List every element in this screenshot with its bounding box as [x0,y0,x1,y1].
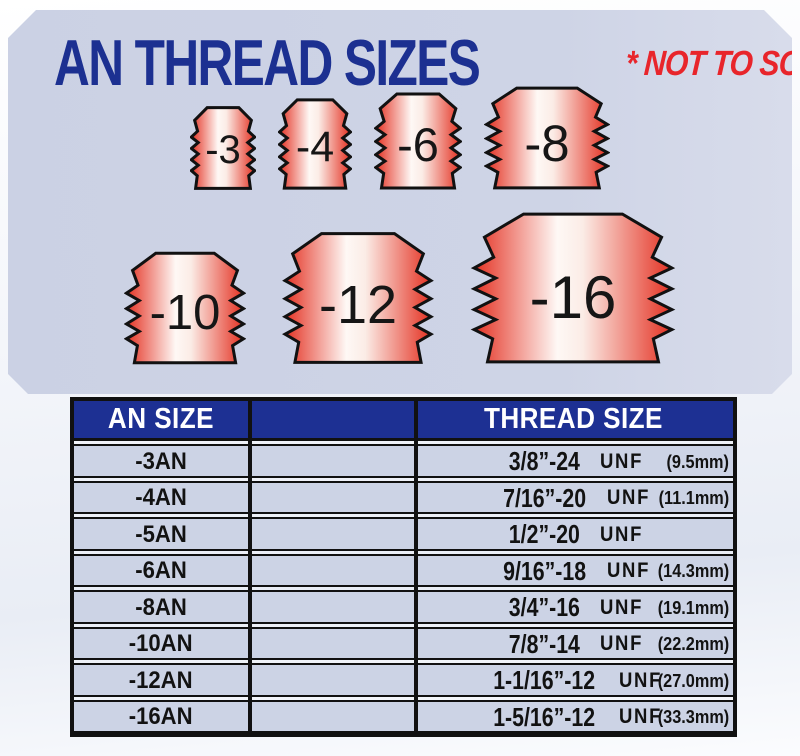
thread-mm-equivalent: (22.2mm) [657,633,729,654]
an-size-cell: -6AN [135,557,187,584]
table-row: -5AN 1/2”-20 UNF [74,517,733,551]
fitting-16: -16 [470,211,676,365]
table-row: -4AN 7/16”-20 UNF (11.1mm) [74,480,733,514]
diagram-panel: AN THREAD SIZES * NOT TO SCALE * -3 -4 -… [8,10,792,394]
table-row: -10AN 7/8”-14 UNF (22.2mm) [74,626,733,660]
an-size-cell: -3AN [135,447,187,475]
table-row: -12AN 1-1/16”-12 UNF (27.0mm) [74,663,733,697]
table-row: -3AN 3/8”-24 UNF (9.5mm) [74,444,733,478]
thread-fitting-icon [484,86,610,190]
thread-standard: UNF [599,522,644,546]
thread-standard: UNF [606,559,651,582]
fitting-10: -10 [124,251,246,365]
thread-standard: UNF [618,668,662,692]
thread-fraction: 1/2”-20 [508,519,580,549]
an-size-cell: -10AN [129,630,193,657]
fitting-label: -16 [529,263,617,331]
an-size-cell: -16AN [129,703,193,730]
thread-standard: UNF [599,449,644,473]
thread-size-cell: 7/16”-20 UNF (11.1mm) [414,483,733,514]
column-header-thread-size: THREAD SIZE [484,403,663,435]
table-column-divider [248,401,252,733]
fitting-8: -8 [484,86,610,190]
thread-fitting-icon [278,98,352,190]
fittings-row-small: -3 -4 -6 -8 [8,86,792,190]
thread-fraction: 1-1/16”-12 [493,665,596,695]
thread-mm-equivalent: (19.1mm) [657,596,729,618]
table-column-divider [414,401,418,733]
fitting-label: -3 [205,128,241,173]
thread-standard: UNF [599,632,644,655]
an-size-cell: -4AN [135,484,187,511]
thread-fraction: 7/8”-14 [508,628,580,659]
spacer-cell [248,556,414,587]
fitting-label: -10 [149,286,221,341]
thread-fitting-icon [124,251,246,365]
thread-fraction: 3/4”-16 [508,592,580,622]
thread-mm-equivalent: (33.3mm) [657,706,729,727]
thread-size-cell: 3/4”-16 UNF (19.1mm) [414,592,733,623]
thread-standard: UNF [618,705,662,728]
column-header-an-size: AN SIZE [107,403,215,435]
thread-size-table: AN SIZE THREAD SIZE -3AN 3/8”-24 UNF (9.… [70,397,737,737]
thread-size-cell: 1-1/16”-12 UNF (27.0mm) [414,665,733,696]
thread-fraction: 9/16”-18 [502,555,586,586]
title-row: AN THREAD SIZES * NOT TO SCALE * [54,28,762,99]
spacer-cell [248,702,414,733]
spacer-cell [248,446,414,477]
fitting-4: -4 [278,98,352,190]
thread-standard: UNF [606,486,651,509]
not-to-scale-note: * NOT TO SCALE * [625,43,800,83]
thread-standard: UNF [599,595,644,619]
thread-size-cell: 3/8”-24 UNF (9.5mm) [414,446,733,477]
spacer-cell [248,665,414,696]
thread-fitting-icon [374,92,462,190]
thread-fraction: 1-5/16”-12 [493,701,596,732]
thread-mm-equivalent: (14.3mm) [657,560,729,581]
spacer-cell [248,629,414,660]
fitting-label: -12 [318,274,398,335]
an-size-cell: -12AN [129,666,193,694]
fitting-6: -6 [374,92,462,190]
fitting-label: -6 [397,118,439,172]
table-row: -16AN 1-5/16”-12 UNF (33.3mm) [74,699,733,733]
thread-fitting-icon [190,106,256,190]
spacer-cell [248,592,414,623]
page-title: AN THREAD SIZES [54,27,480,100]
thread-mm-equivalent: (9.5mm) [666,450,729,472]
thread-size-cell: 1/2”-20 UNF [414,519,733,550]
thread-mm-equivalent: (27.0mm) [657,669,729,691]
thread-size-cell: 7/8”-14 UNF (22.2mm) [414,629,733,660]
thread-fitting-icon [470,211,676,365]
fitting-12: -12 [282,231,434,365]
an-size-cell: -8AN [135,593,187,621]
fitting-label: -4 [295,122,335,171]
fitting-3: -3 [190,106,256,190]
table-header-row: AN SIZE THREAD SIZE [74,401,733,441]
spacer-cell [248,483,414,514]
thread-fraction: 3/8”-24 [508,446,580,476]
fittings-row-large: -10 -12 -16 [8,211,792,365]
an-size-cell: -5AN [135,520,187,548]
thread-size-cell: 9/16”-18 UNF (14.3mm) [414,556,733,587]
table-row: -8AN 3/4”-16 UNF (19.1mm) [74,590,733,624]
thread-mm-equivalent: (11.1mm) [658,487,729,508]
spacer-cell [248,519,414,550]
table-row: -6AN 9/16”-18 UNF (14.3mm) [74,553,733,587]
thread-fraction: 7/16”-20 [502,482,586,513]
column-header-spacer [248,401,414,438]
thread-size-cell: 1-5/16”-12 UNF (33.3mm) [414,702,733,733]
fitting-label: -8 [524,115,570,173]
thread-fitting-icon [282,231,434,365]
